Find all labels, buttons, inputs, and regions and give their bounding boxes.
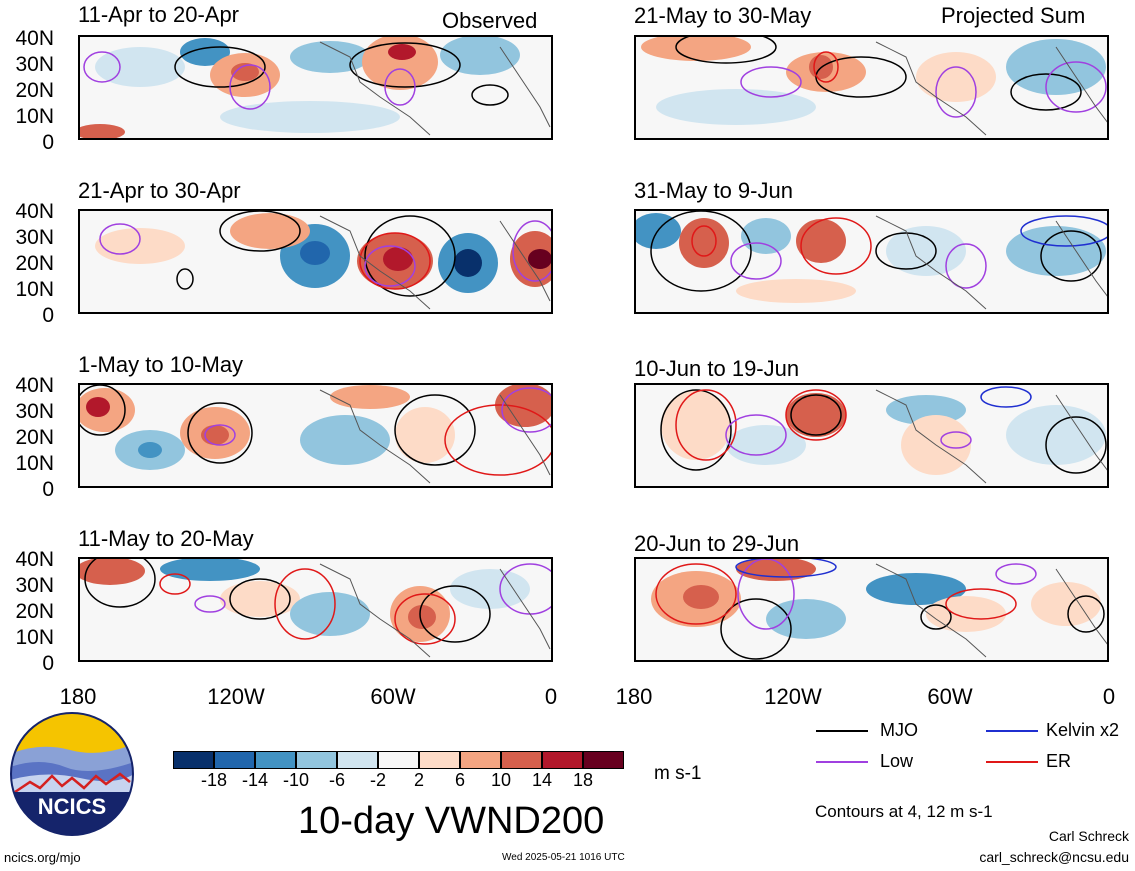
panel-title-6: 10-Jun to 19-Jun [634,356,800,381]
colorbar-swatch [501,751,542,769]
colorbar-swatch [296,751,337,769]
map-panel-projected-2 [634,209,1109,314]
footer-email[interactable]: carl_schreck@ncsu.edu [979,849,1129,865]
observed-column-label: Observed [442,8,538,33]
legend-label-er: ER [1046,751,1072,771]
x-label: 120W [764,684,822,709]
y-label: 10N [15,626,54,649]
x-label: 60W [927,684,973,709]
panel-title-3: 21-Apr to 30-Apr [78,178,241,203]
y-label: 30N [15,400,54,423]
colorbar-tick: -2 [369,770,387,790]
y-label: 0 [42,131,54,154]
logo-text: NCICS [38,794,106,819]
x-label: 0 [1102,684,1116,709]
legend-line-kelvin [986,730,1038,732]
y-label: 20N [15,252,54,275]
legend-label-mjo: MJO [880,720,918,740]
map-panel-observed-3 [78,383,553,488]
legend-label-kelvin: Kelvin x2 [1046,720,1120,740]
map-panel-projected-3 [634,383,1109,488]
y-label: 30N [15,53,54,76]
panel-title-1: 11-Apr to 20-Apr [78,2,240,27]
y-label: 40N [15,200,54,223]
y-label: 0 [42,652,54,675]
legend-label-low: Low [880,751,914,771]
panel-title-4: 31-May to 9-Jun [634,178,793,203]
map-panel-projected-4 [634,557,1109,662]
y-label: 0 [42,304,54,327]
footer-url[interactable]: ncics.org/mjo [4,850,81,865]
panel-title-5: 1-May to 10-May [78,352,244,377]
colorbar-tick: -14 [241,770,269,790]
colorbar-swatch [337,751,378,769]
colorbar-tick: -6 [328,770,346,790]
colorbar-swatch [460,751,501,769]
colorbar-tick: 18 [572,770,594,790]
footer-author: Carl Schreck [1048,828,1129,844]
map-panel-observed-2 [78,209,553,314]
colorbar-swatch [583,751,624,769]
y-label: 40N [15,548,54,571]
colorbar-swatch [173,751,214,769]
legend-line-mjo [816,730,868,732]
y-label: 20N [15,600,54,623]
legend-line-er [986,761,1038,763]
x-label: 180 [59,684,97,709]
y-label: 10N [15,105,54,128]
panel-title-2: 21-May to 30-May [634,3,812,28]
y-label: 40N [15,27,54,50]
colorbar-tick: -10 [282,770,310,790]
colorbar-units: m s-1 [654,763,702,784]
variable-title: 10-day VWND200 [298,800,605,842]
colorbar-tick: 14 [531,770,553,790]
colorbar-swatch [214,751,255,769]
y-label: 10N [15,452,54,475]
projected-column-label: Projected Sum [941,3,1086,28]
y-label: 10N [15,278,54,301]
colorbar-tick: 2 [413,770,425,790]
colorbar-tick: -18 [200,770,228,790]
map-panel-observed-1 [78,35,553,140]
y-label: 30N [15,574,54,597]
contours-note: Contours at 4, 12 m s-1 [815,802,993,821]
ncics-logo: NCICS [10,712,134,836]
x-label: 60W [370,684,416,709]
footer-timestamp: Wed 2025-05-21 1016 UTC [502,852,625,863]
x-label: 0 [544,684,558,709]
y-label: 0 [42,478,54,501]
colorbar-tick: 6 [454,770,466,790]
y-label: 30N [15,226,54,249]
panel-title-7: 11-May to 20-May [78,526,254,551]
x-label: 180 [615,684,653,709]
legend-line-low [816,761,868,763]
y-label: 40N [15,374,54,397]
y-label: 20N [15,79,54,102]
x-label: 120W [207,684,265,709]
colorbar-swatch [419,751,460,769]
map-panel-projected-1 [634,35,1109,140]
map-panel-observed-4 [78,557,553,662]
colorbar-swatch [255,751,296,769]
panel-title-8: 20-Jun to 29-Jun [634,531,800,556]
y-label: 20N [15,426,54,449]
colorbar-swatch [378,751,419,769]
colorbar-tick: 10 [490,770,512,790]
colorbar-swatch [542,751,583,769]
